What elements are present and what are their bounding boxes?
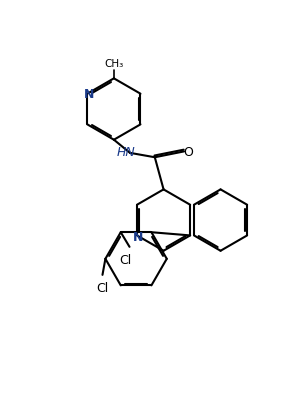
Text: HN: HN	[116, 146, 135, 159]
Text: Cl: Cl	[96, 281, 109, 294]
Text: N: N	[133, 231, 144, 244]
Text: CH₃: CH₃	[104, 59, 124, 69]
Text: O: O	[183, 146, 193, 159]
Text: N: N	[83, 88, 94, 101]
Text: Cl: Cl	[119, 253, 131, 266]
